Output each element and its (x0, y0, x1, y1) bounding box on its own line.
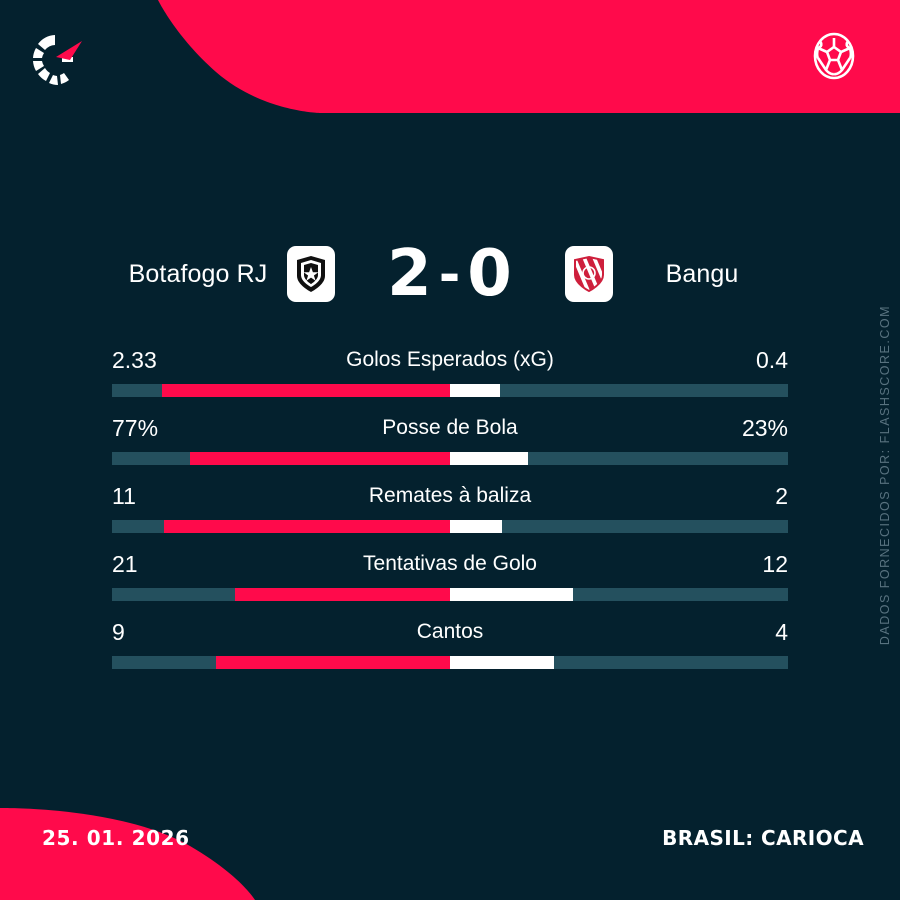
stat-row: 77% Posse de Bola 23% (112, 413, 788, 481)
stat-bar-home (216, 656, 450, 669)
stat-home-value: 77% (112, 415, 159, 441)
match-statistics: 2.33 Golos Esperados (xG) 0.4 77% Posse de B… (112, 345, 788, 685)
match-score: 2 -0 (335, 237, 565, 311)
stat-header: 2.33 Golos Esperados (xG) 0.4 (112, 345, 788, 375)
botafogo-crest-icon (287, 246, 335, 302)
stat-header: 21 Tentativas de Golo 12 (112, 549, 788, 579)
away-team-name: Bangu (665, 260, 739, 288)
stat-home-value: 9 (112, 619, 125, 645)
header-red-shape (158, 0, 900, 113)
league-name: BRASIL: CARIOCA (662, 826, 864, 850)
stat-away-value: 23% (741, 415, 788, 441)
stat-home-value: 21 (112, 551, 138, 577)
match-date: 25. 01. 2026 (42, 826, 190, 850)
stat-header: 11 Remates à baliza 2 (112, 481, 788, 511)
stat-away-value: 4 (775, 619, 788, 645)
stat-bar-away (450, 520, 503, 533)
stat-bar-home (164, 520, 450, 533)
stat-label: Cantos (416, 620, 484, 643)
home-score: 2 (387, 237, 433, 311)
soccer-ball-icon (806, 28, 862, 84)
stat-bar-away (450, 384, 500, 397)
stat-label: Remates à baliza (368, 484, 532, 507)
stat-label: Posse de Bola (382, 416, 518, 439)
stat-bar-away (450, 588, 574, 601)
stat-bar-home (235, 588, 450, 601)
stat-bar (112, 520, 788, 533)
stat-home-value: 11 (112, 483, 136, 509)
scoreboard: Botafogo RJ 2 -0 (0, 228, 900, 320)
stat-bar-home (189, 452, 450, 465)
home-team-name: Botafogo RJ (128, 260, 268, 288)
stat-bar-away (450, 656, 555, 669)
data-credit: DADOS FORNECIDOS POR: FLASHSCORE.COM (878, 305, 892, 645)
stat-bar-away (450, 452, 528, 465)
footer-red-shape (0, 807, 255, 900)
stat-home-value: 2.33 (112, 347, 157, 373)
stat-label: Golos Esperados (xG) (346, 348, 554, 371)
flashscore-logo-icon (26, 27, 88, 89)
header-banner (0, 0, 900, 118)
stat-row: 21 Tentativas de Golo 12 (112, 549, 788, 617)
stat-away-value: 2 (775, 483, 788, 509)
away-score: 0 (467, 237, 513, 311)
stat-away-value: 12 (762, 551, 788, 577)
score-separator: - (438, 245, 462, 305)
stat-header: 77% Posse de Bola 23% (112, 413, 788, 443)
stat-row: 2.33 Golos Esperados (xG) 0.4 (112, 345, 788, 413)
stat-bar (112, 656, 788, 669)
stat-label: Tentativas de Golo (363, 552, 537, 575)
stat-header: 9 Cantos 4 (112, 617, 788, 647)
stat-away-value: 0.4 (756, 347, 788, 373)
stat-row: 9 Cantos 4 (112, 617, 788, 685)
stat-bar (112, 588, 788, 601)
footer-bar: 25. 01. 2026 BRASIL: CARIOCA (0, 780, 900, 900)
stat-bar (112, 384, 788, 397)
stat-bar (112, 452, 788, 465)
stat-bar-home (161, 384, 450, 397)
data-credit-label: DADOS FORNECIDOS POR: FLASHSCORE.COM (878, 305, 892, 646)
stat-row: 11 Remates à baliza 2 (112, 481, 788, 549)
bangu-crest-icon (565, 246, 613, 302)
